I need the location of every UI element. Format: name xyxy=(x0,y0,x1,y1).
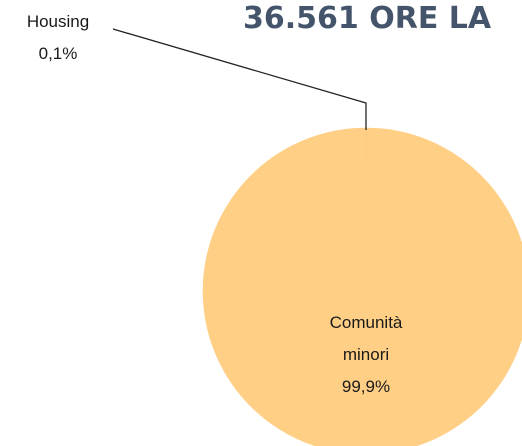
value-label: 99,9% xyxy=(341,377,391,396)
slice-label: Comunità minori 99,9% xyxy=(300,307,432,403)
value-label: 0,1% xyxy=(38,44,78,63)
pie xyxy=(202,127,522,446)
pie-slice xyxy=(202,127,522,446)
category-label: Comunità minori xyxy=(329,313,403,364)
leader-line xyxy=(112,28,367,130)
category-label: Housing xyxy=(26,12,90,31)
slice-label: Housing 0,1% xyxy=(4,6,112,70)
chart-title: 36.561 ORE LA xyxy=(243,1,492,36)
